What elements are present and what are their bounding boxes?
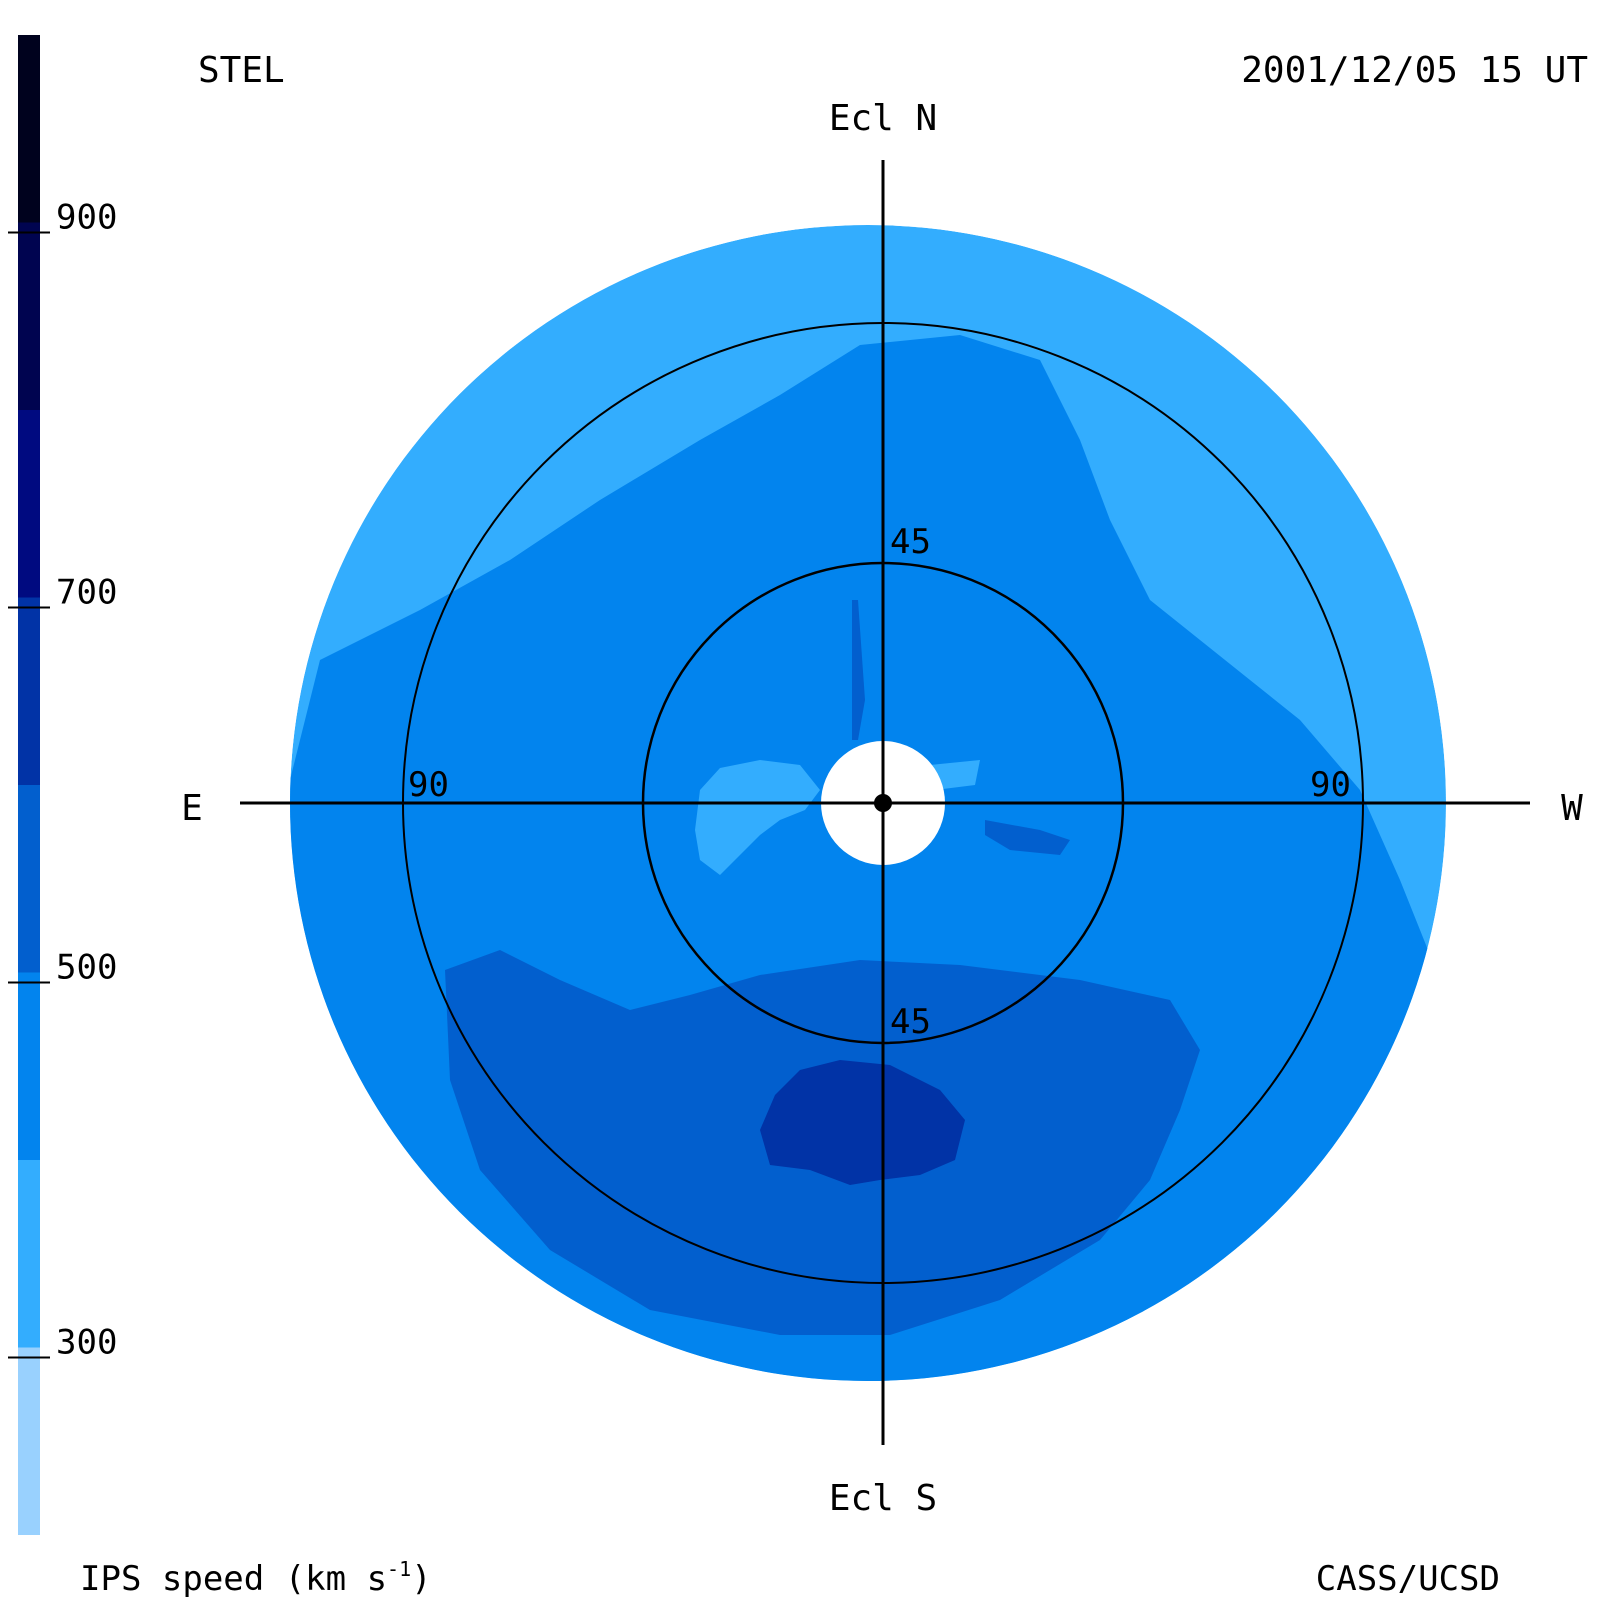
colorbar-band-400-500: [18, 972, 40, 1160]
datetime-label: 2001/12/05 15 UT: [1241, 50, 1588, 91]
ring-label-north-45: 45: [890, 522, 931, 562]
region-east-streak: [985, 820, 1070, 855]
colorbar-title-close: ): [411, 1559, 431, 1599]
region-near-sun-slow-west: [930, 760, 980, 790]
colorbar-title-main: IPS speed (km s: [80, 1559, 387, 1599]
colorbar-band-500-600: [18, 785, 40, 973]
colorbar-tick-label-500: 500: [56, 948, 117, 988]
ring-label-south-45: 45: [890, 1002, 931, 1042]
colorbar-tick-label-700: 700: [56, 573, 117, 613]
colorbar-band-700-800: [18, 410, 40, 598]
direction-north: Ecl N: [829, 98, 937, 139]
colorbar-tick-label-900: 900: [56, 198, 117, 238]
direction-south: Ecl S: [829, 1478, 937, 1519]
colorbar-band-600-700: [18, 597, 40, 785]
region-southern-core: [760, 1060, 965, 1185]
region-north-streak: [852, 600, 865, 740]
ring-label-east-90: 90: [408, 765, 449, 805]
colorbar-band-200-300: [18, 1347, 40, 1535]
colorbar: [18, 35, 40, 1535]
observatory-label: STEL: [198, 50, 285, 91]
colorbar-band-300-400: [18, 1160, 40, 1348]
colorbar-title: IPS speed (km s-1): [80, 1557, 432, 1599]
region-near-sun-slow: [695, 760, 820, 875]
colorbar-tick-label-300: 300: [56, 1323, 117, 1363]
colorbar-title-sup: -1: [387, 1557, 411, 1581]
direction-east: E: [181, 788, 203, 829]
colorbar-band-900-1000: [18, 35, 40, 223]
colorbar-band-800-900: [18, 222, 40, 410]
direction-west: W: [1561, 788, 1583, 829]
colorbar-ticks: 900 700 500 300: [8, 198, 117, 1363]
credit-label: CASS/UCSD: [1316, 1559, 1500, 1599]
ring-label-west-90: 90: [1310, 765, 1351, 805]
